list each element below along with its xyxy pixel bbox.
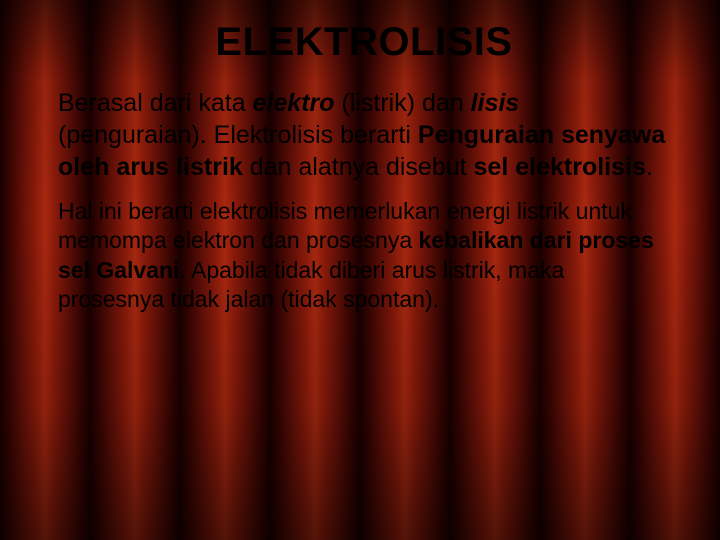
p1-text-4: dan alatnya disebut [243,153,474,181]
p1-elektro: elektro [253,89,335,117]
p1-lisis: lisis [471,89,520,117]
slide-title: ELEKTROLISIS [58,20,670,65]
p1-text-5: . [646,153,653,181]
p1-bold-2: sel elektrolisis [474,153,646,181]
paragraph-1: Berasal dari kata elektro (listrik) dan … [58,87,670,183]
paragraph-2: Hal ini berarti elektrolisis memerlukan … [58,197,670,315]
p1-text-1: Berasal dari kata [58,89,253,117]
p1-text-3: (penguraian). Elektrolisis berarti [58,121,418,149]
p1-text-2: (listrik) dan [335,89,471,117]
slide-content: ELEKTROLISIS Berasal dari kata elektro (… [0,0,720,315]
